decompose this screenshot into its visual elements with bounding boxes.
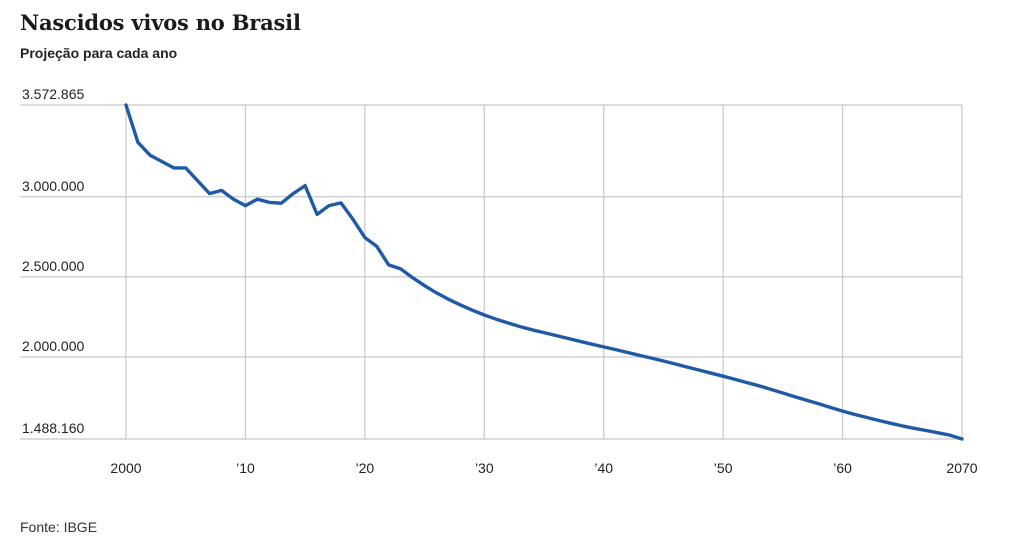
y-tick-label: 1.488.160 [22, 420, 84, 436]
x-tick-label: ’40 [594, 460, 613, 476]
source-note: Fonte: IBGE [20, 519, 98, 535]
births-series-line [124, 103, 964, 441]
series [124, 103, 964, 441]
y-tick-label: 3.000.000 [22, 178, 84, 194]
gridlines [20, 104, 963, 440]
x-tick-label: ’50 [714, 460, 733, 476]
chart-title: Nascidos vivos no Brasil [20, 10, 301, 35]
x-axis-ticks: 2000 ’10 ’20 ’30 ’40 ’50 ’60 2070 [110, 460, 977, 476]
chart-subtitle: Projeção para cada ano [20, 45, 178, 61]
x-tick-label: ’10 [236, 460, 255, 476]
x-tick-label: ’60 [833, 460, 852, 476]
x-tick-label: ’30 [475, 460, 494, 476]
y-tick-label: 2.000.000 [22, 338, 84, 354]
y-tick-label: 3.572.865 [22, 86, 84, 102]
x-tick-label: 2000 [110, 460, 141, 476]
y-tick-label: 2.500.000 [22, 258, 84, 274]
x-tick-label: ’20 [356, 460, 375, 476]
y-axis-ticks: 3.572.865 3.000.000 2.500.000 2.000.000 1.48… [22, 86, 84, 436]
x-tick-label: 2070 [946, 460, 977, 476]
